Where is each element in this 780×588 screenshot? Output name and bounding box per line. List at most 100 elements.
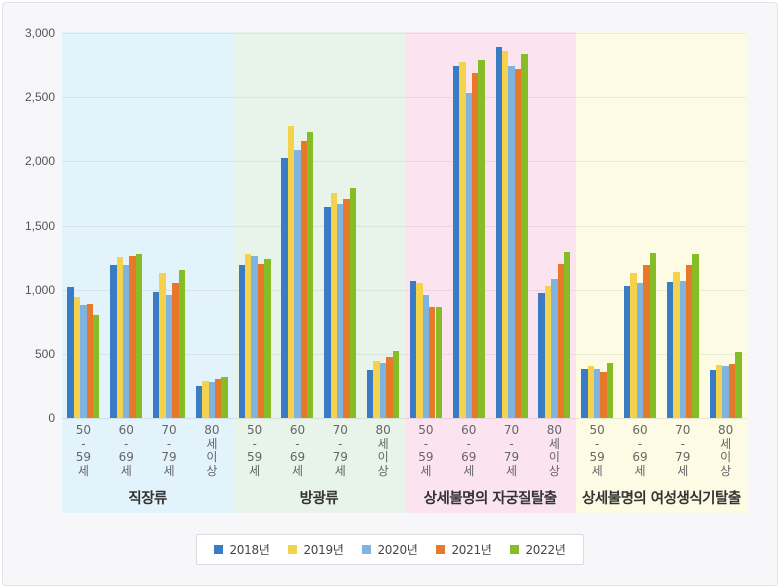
x-axis-category-label: 80 세 이 상 (375, 423, 391, 478)
bar-2019년 (673, 272, 680, 418)
bar-2020년 (123, 265, 130, 418)
bar-2022년 (478, 60, 485, 418)
bar-2022년 (392, 350, 400, 418)
y-axis-tick-label: 500 (34, 346, 55, 361)
bar-2019년 (459, 61, 466, 418)
bar-2020년 (722, 365, 729, 418)
bar-2022년 (264, 258, 271, 418)
y-axis-tick-label: 1,000 (24, 282, 55, 297)
gridline (62, 354, 746, 355)
x-axis-category-label: 50 - 59 세 (247, 423, 263, 478)
bar-2021년 (728, 364, 736, 418)
bar-2020년 (508, 65, 515, 418)
legend-swatch-icon (362, 545, 372, 554)
x-axis-category-label: 50 - 59 세 (418, 423, 434, 478)
x-axis-category-label: 80 세 이 상 (717, 423, 734, 478)
bar-2021년 (429, 307, 436, 418)
group-panel (575, 32, 747, 513)
bar-2020년 (636, 283, 644, 418)
bar-2021년 (514, 68, 522, 418)
legend-item-2018: 2018년 (214, 541, 270, 558)
bar-2020년 (165, 295, 173, 418)
bar-2019년 (630, 273, 637, 418)
bar-2021년 (471, 72, 479, 418)
bar-2021년 (685, 265, 693, 418)
bar-2022년 (349, 187, 357, 418)
legend-item-2022: 2022년 (510, 541, 566, 558)
y-axis-tick-label: 3,000 (24, 26, 55, 40)
bar-2019년 (416, 283, 423, 418)
bar-2019년 (116, 256, 123, 418)
bar-2020년 (379, 363, 387, 418)
y-axis-tick-label: 1,500 (24, 218, 55, 233)
bar-2020년 (422, 294, 430, 418)
bar-2019년 (287, 126, 295, 418)
bar-2021년 (129, 255, 136, 418)
y-axis-tick-label: 2,500 (24, 90, 55, 105)
gridline (62, 226, 746, 227)
group-label: 직장류 (128, 491, 167, 507)
x-axis-category-label: 70 - 79 세 (675, 423, 691, 478)
bar-2019년 (715, 365, 723, 418)
bar-2018년 (238, 264, 246, 418)
bar-2018년 (452, 65, 460, 418)
bar-2020년 (337, 204, 344, 418)
gridline (62, 161, 746, 162)
x-axis-category-label: 60 - 69 세 (289, 423, 306, 478)
gridline (62, 33, 746, 34)
bar-2020년 (251, 255, 258, 418)
gridline (62, 97, 746, 98)
legend-item-2020: 2020년 (362, 541, 418, 558)
x-axis-category-label: 70 - 79 세 (161, 423, 177, 478)
bar-2018년 (581, 368, 588, 418)
bar-2018년 (281, 157, 288, 418)
legend-label: 2019년 (303, 543, 344, 557)
bar-2019년 (330, 192, 338, 418)
bar-2021년 (557, 264, 564, 418)
bar-2022년 (692, 254, 699, 418)
bar-2022년 (563, 252, 571, 418)
bar-2022년 (93, 314, 100, 418)
x-axis-category-label: 50 - 59 세 (589, 423, 605, 478)
bar-2018년 (153, 292, 160, 418)
group-label: 상세불명의 여성생식기탈출 (582, 491, 741, 507)
chart-legend: 2018년 2019년 2020년 2021년 2022년 (196, 534, 584, 565)
x-axis-category-label: 70 - 79 세 (332, 423, 348, 478)
bar-2021년 (643, 265, 650, 418)
bar-2020년 (593, 369, 601, 418)
y-axis-tick-label: 2,000 (24, 154, 55, 169)
legend-item-2021: 2021년 (436, 541, 492, 558)
x-axis-category-label: 60 - 69 세 (118, 423, 134, 478)
bar-2018년 (195, 385, 203, 418)
bar-2020년 (551, 279, 558, 418)
legend-label: 2021년 (451, 543, 492, 557)
bar-2020년 (679, 281, 686, 418)
group-label: 상세불명의 자궁질탈출 (423, 491, 557, 507)
bar-2021년 (257, 264, 265, 418)
bar-2019년 (544, 285, 552, 418)
bar-2022년 (606, 363, 614, 418)
x-axis-category-label: 80 세 이 상 (546, 423, 562, 478)
y-axis-tick-label: 0 (48, 411, 55, 425)
bar-2018년 (67, 287, 74, 418)
legend-swatch-icon (214, 545, 224, 554)
bar-2022년 (521, 53, 528, 418)
bar-2021년 (300, 141, 308, 418)
group-label: 방광류 (299, 491, 339, 507)
bar-2019년 (202, 380, 209, 418)
bar-2019년 (587, 366, 594, 418)
x-axis-baseline (62, 418, 746, 419)
bar-2020년 (294, 149, 301, 418)
legend-swatch-icon (288, 545, 298, 554)
legend-item-2019: 2019년 (288, 541, 344, 558)
x-axis-category-label: 50 - 59 세 (75, 423, 92, 478)
x-axis-category-label: 70 - 79 세 (503, 423, 520, 478)
legend-label: 2022년 (525, 543, 566, 557)
legend-label: 2020년 (377, 543, 418, 557)
bar-2021년 (86, 303, 93, 418)
bar-2018년 (538, 293, 545, 418)
bar-2018년 (324, 206, 331, 418)
bar-2021년 (343, 198, 350, 418)
legend-swatch-icon (510, 545, 520, 554)
bar-2018년 (709, 369, 716, 418)
